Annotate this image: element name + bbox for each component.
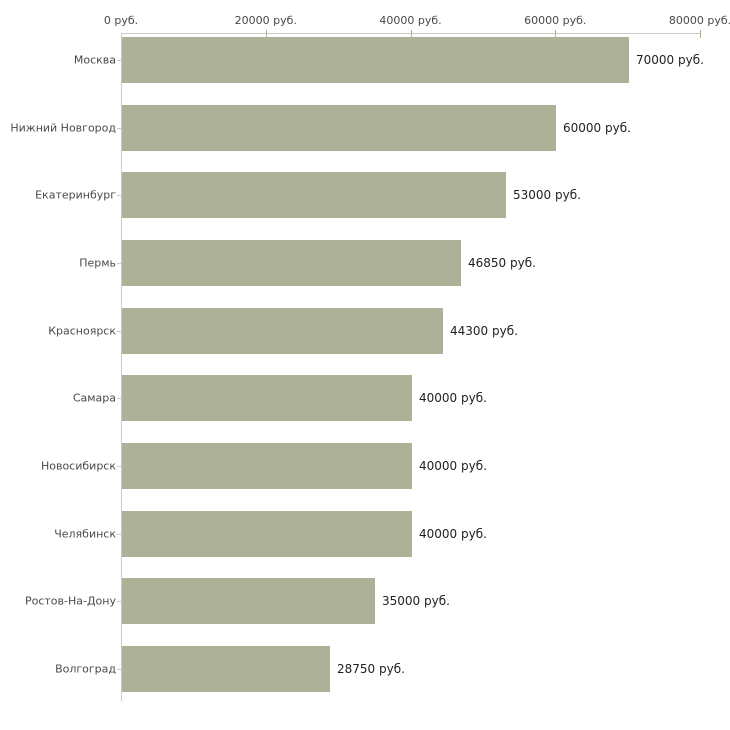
y-axis-tick [117,195,121,196]
value-label: 28750 руб. [337,661,405,676]
value-label: 35000 руб. [382,594,450,609]
bar [122,578,375,624]
x-axis-tick [700,30,701,38]
category-label: Новосибирск [40,459,116,473]
y-axis-tick [117,398,121,399]
x-axis-tick [410,30,412,38]
y-axis-tick [117,601,121,602]
value-label: 40000 руб. [419,526,487,541]
bar [122,37,629,83]
x-axis-tick-label: 20000 руб. [234,14,297,27]
category-label: Челябинск [54,527,116,541]
value-label: 44300 руб. [450,323,518,338]
y-axis-tick [117,466,121,467]
x-axis-tick-label: 40000 руб. [379,14,442,27]
bar [122,172,506,218]
x-axis-tick-label: 0 руб. [103,14,139,27]
category-label: Волгоград [55,662,116,676]
bar [122,240,461,286]
category-label: Нижний Новгород [10,121,116,135]
value-label: 40000 руб. [419,458,487,473]
category-label: Пермь [79,256,116,270]
x-axis-tick [265,30,267,38]
y-axis-tick [117,331,121,332]
y-axis-tick [117,669,121,670]
category-label: Екатеринбург [35,188,116,202]
value-label: 46850 руб. [468,255,536,270]
bar [122,105,556,151]
category-label: Ростов-На-Дону [24,594,116,608]
x-axis-tick-label: 60000 руб. [524,14,587,27]
bar [122,375,412,421]
value-label: 60000 руб. [563,120,631,135]
y-axis-tick [117,534,121,535]
bar [122,308,443,354]
bar [122,511,412,557]
value-label: 40000 руб. [419,391,487,406]
y-axis-tick [117,263,121,264]
value-label: 53000 руб. [513,188,581,203]
category-label: Красноярск [48,324,116,338]
x-axis-tick [555,30,557,38]
value-label: 70000 руб. [636,53,704,67]
category-label: Самара [72,391,116,405]
y-axis-tick [117,60,121,61]
x-axis-tick-label: 80000 руб. [668,14,730,27]
bar [122,443,412,489]
y-axis-line [121,33,122,701]
category-label: Москва [73,53,116,67]
bar [122,646,330,692]
y-axis-tick [117,128,121,129]
